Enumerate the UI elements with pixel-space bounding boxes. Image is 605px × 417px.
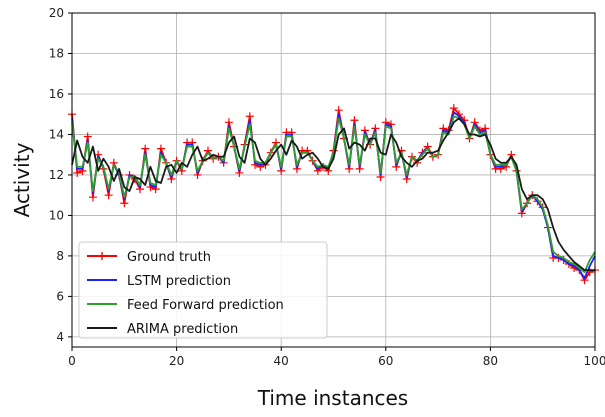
- data-point: [83, 132, 92, 141]
- legend-label: Ground truth: [127, 250, 211, 265]
- y-tick-label: 10: [49, 208, 64, 222]
- data-point: [141, 144, 150, 153]
- x-tick-label: 0: [68, 354, 76, 368]
- data-point: [334, 106, 343, 115]
- legend-item: Feed Forward prediction: [87, 298, 284, 313]
- data-point: [156, 144, 165, 153]
- y-tick-label: 4: [56, 330, 64, 344]
- y-tick-label: 12: [49, 168, 64, 182]
- data-point: [88, 193, 97, 202]
- legend-item: Ground truth: [87, 250, 211, 265]
- legend-label: Feed Forward prediction: [127, 298, 284, 313]
- legend: Ground truth LSTM prediction Feed Forward …: [78, 241, 328, 339]
- x-axis-title: Time instances: [257, 386, 408, 410]
- data-point: [350, 116, 359, 125]
- legend-item: LSTM prediction: [87, 274, 231, 289]
- y-tick-label: 6: [56, 289, 64, 303]
- x-tick-label: 100: [584, 354, 605, 368]
- y-tick-label: 16: [49, 87, 64, 101]
- data-point: [120, 199, 129, 208]
- x-tick-label: 80: [483, 354, 498, 368]
- data-point: [245, 112, 254, 121]
- data-point: [104, 191, 113, 200]
- plot-frame: [71, 12, 596, 348]
- data-point: [73, 168, 82, 177]
- y-axis-title: Activity: [10, 142, 34, 217]
- legend-label: LSTM prediction: [127, 274, 231, 289]
- data-point: [224, 118, 233, 127]
- legend-box: [78, 241, 328, 339]
- data-point: [449, 104, 458, 113]
- y-tick-label: 8: [56, 249, 64, 263]
- legend-marker: [98, 252, 106, 260]
- x-tick-label: 60: [378, 354, 393, 368]
- y-tick-label: 20: [49, 6, 64, 20]
- legend-item: ARIMA prediction: [87, 322, 238, 337]
- series-layer: [68, 104, 599, 285]
- legend-label: ARIMA prediction: [127, 322, 238, 337]
- y-tick-label: 14: [49, 127, 64, 141]
- x-tick-label: 40: [274, 354, 289, 368]
- x-tick-label: 20: [169, 354, 184, 368]
- axis-ticks: 0 20 40 60 80 100 4 6 8 10 12 14 16 18 20: [49, 6, 605, 368]
- y-tick-label: 18: [49, 46, 64, 60]
- series-arima-prediction: [71, 117, 595, 272]
- series-line-arima-prediction: [71, 117, 595, 272]
